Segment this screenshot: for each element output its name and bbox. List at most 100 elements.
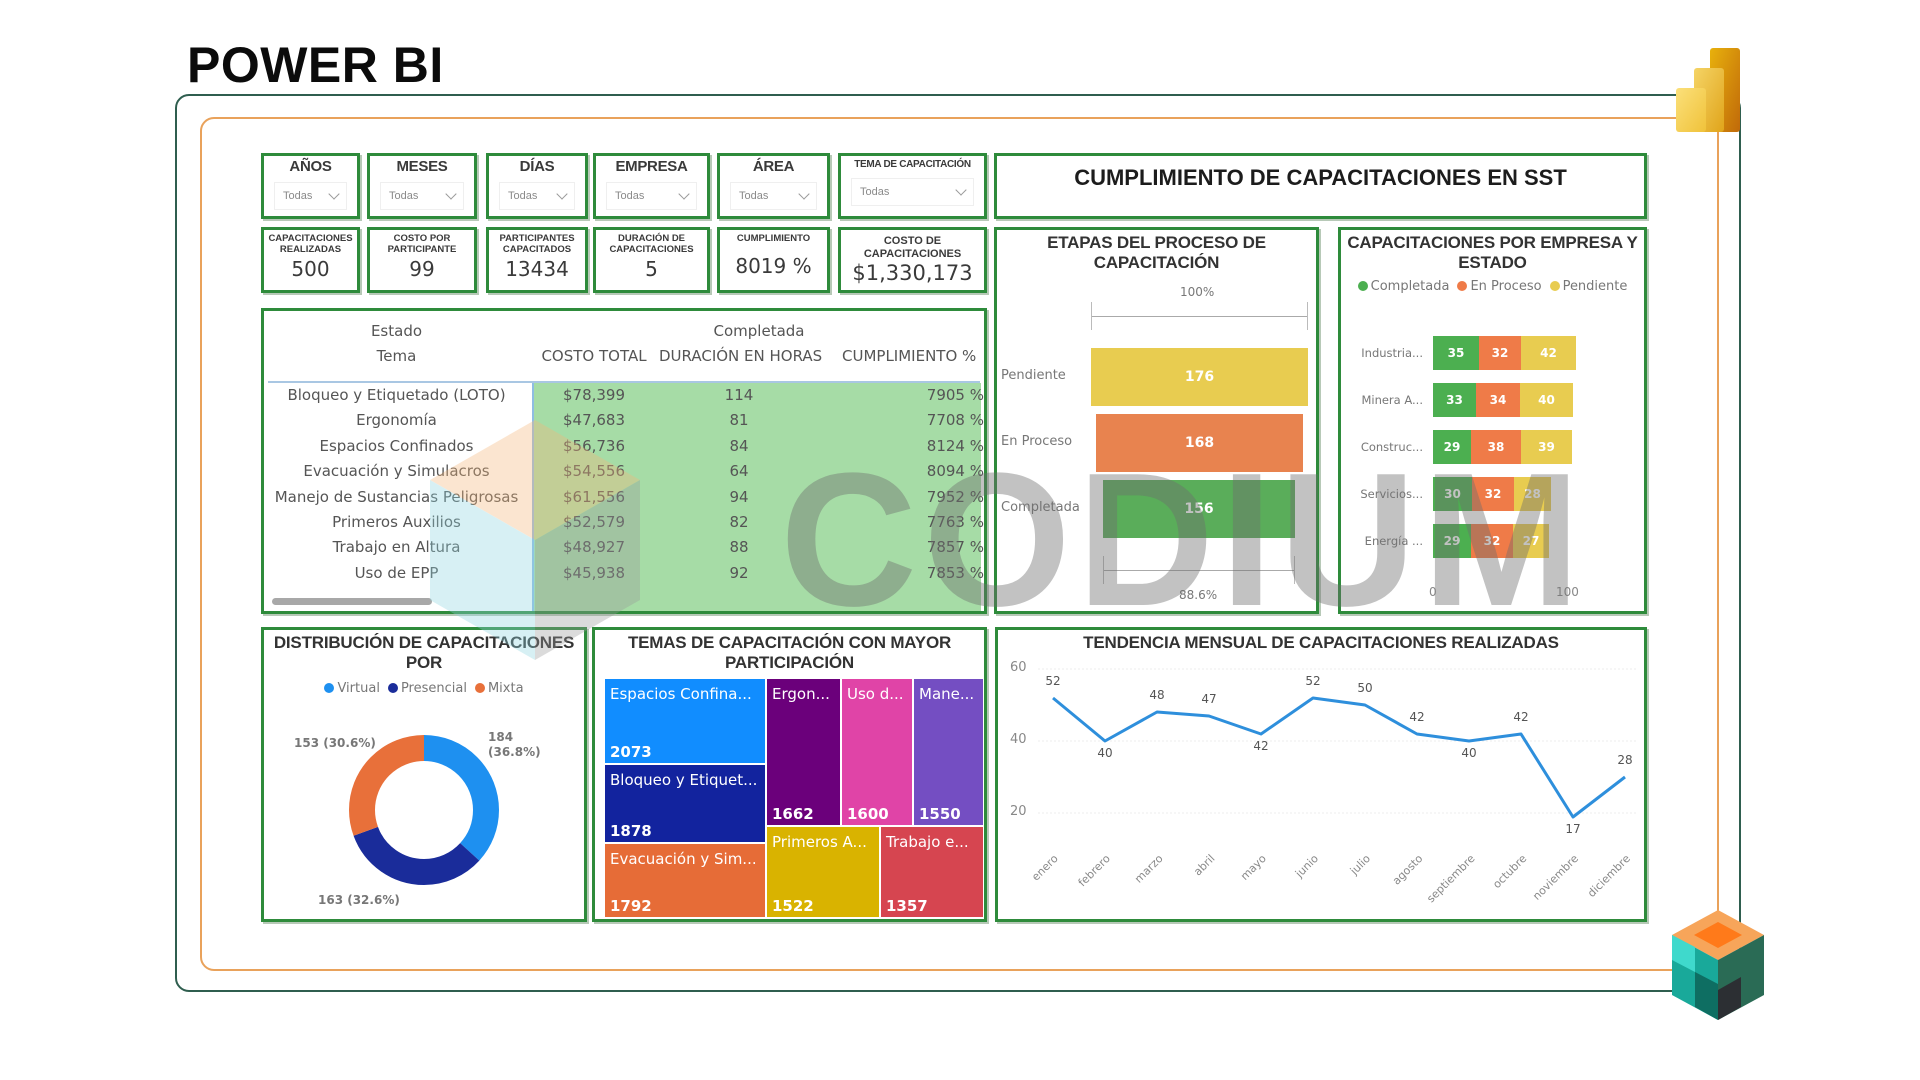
table-row[interactable]: Bloqueo y Etiquetado (LOTO) $78,399 114 790…	[264, 383, 984, 408]
bar-row[interactable]: Construc... 29 38 39	[1341, 430, 1644, 464]
bar-row[interactable]: Industria... 35 32 42	[1341, 336, 1644, 370]
segment-en-proceso: 32	[1479, 336, 1521, 370]
stacked-bar[interactable]: 35 32 42	[1433, 336, 1576, 370]
donut-label-presencial: 163 (32.6%)	[318, 893, 400, 907]
bar-row[interactable]: Energía ... 29 32 27	[1341, 524, 1644, 558]
funnel-bar-completada[interactable]: 156	[1103, 480, 1295, 538]
chart-title: ETAPAS DEL PROCESO DE CAPACITACIÓN	[1047, 233, 1266, 272]
funnel-bar-en-proceso[interactable]: 168	[1096, 414, 1303, 472]
cell-duracion: 64	[729, 462, 749, 481]
donut[interactable]	[344, 730, 504, 890]
cell-duracion: 92	[729, 563, 749, 582]
filter-label: DÍAS	[519, 158, 555, 175]
treemap-cell[interactable]: Evacuación y Sim... 1792	[604, 843, 766, 918]
chevron-down-icon	[678, 188, 690, 200]
kpi-value: 13434	[505, 257, 569, 281]
legend-completada[interactable]: Completada	[1357, 279, 1449, 294]
table-row[interactable]: Evacuación y Simulacros $54,556 64 8094 %	[264, 459, 984, 484]
cell-costo: $61,556	[562, 487, 626, 506]
filter-tema[interactable]: TEMA DE CAPACITACIÓN Todas	[838, 153, 987, 219]
bar-row[interactable]: Servicios... 30 32 28	[1341, 477, 1644, 511]
cell-cumplimiento: 7905 %	[926, 386, 984, 404]
stacked-bar[interactable]: 29 32 27	[1433, 524, 1549, 558]
filter-dropdown-area[interactable]: Todas	[730, 182, 817, 210]
cell-cumplimiento: 7763 %	[926, 512, 984, 531]
data-label: 48	[1149, 688, 1165, 702]
funnel-top-pct: 100%	[1180, 285, 1215, 299]
treemap-cell[interactable]: Espacios Confina... 2073	[604, 678, 766, 764]
chart-title: CAPACITACIONES POR EMPRESA Y ESTADO	[1347, 233, 1638, 272]
y-axis-tick: 20	[1010, 804, 1027, 819]
horizontal-scrollbar[interactable]	[272, 598, 432, 605]
donut-slice-presencial[interactable]	[349, 735, 499, 885]
cell-value: 1600	[847, 805, 889, 823]
filter-empresa[interactable]: EMPRESA Todas	[593, 153, 710, 219]
cell-tema: Espacios Confinados	[319, 436, 474, 455]
chart-title: DISTRIBUCIÓN DE CAPACITACIONES POR	[273, 633, 575, 672]
bar-category-label: Minera A...	[1361, 393, 1423, 407]
header-costo-total[interactable]: COSTO TOTAL	[541, 347, 647, 365]
cell-cumplimiento: 8094 %	[926, 462, 984, 481]
x-axis-tick: 100	[1556, 585, 1579, 599]
kpi-label: PARTICIPANTES CAPACITADOS	[499, 233, 575, 255]
stacked-bar[interactable]: 29 38 39	[1433, 430, 1572, 464]
table-row[interactable]: Primeros Auxilios $52,579 82 7763 %	[264, 510, 984, 535]
filter-area[interactable]: ÁREA Todas	[717, 153, 830, 219]
chart-title: TEMAS DE CAPACITACIÓN CON MAYOR PARTICIP…	[627, 633, 952, 672]
filter-dropdown-dias[interactable]: Todas	[499, 182, 575, 210]
chevron-down-icon	[955, 184, 967, 196]
stacked-bar[interactable]: 30 32 28	[1433, 477, 1551, 511]
treemap-cell[interactable]: Ergon... 1662	[766, 678, 841, 826]
header-divider	[268, 381, 980, 383]
table-row[interactable]: Uso de EPP $45,938 92 7853 %	[264, 561, 984, 586]
page-title: POWER BI	[187, 37, 444, 93]
donut-slice-mixta[interactable]	[349, 735, 499, 885]
segment-en-proceso: 32	[1471, 524, 1513, 558]
bar-row[interactable]: Minera A... 33 34 40	[1341, 383, 1644, 417]
cell-name: Espacios Confina...	[610, 685, 752, 703]
table-row[interactable]: Trabajo en Altura $48,927 88 7857 %	[264, 535, 984, 560]
kpi-value: 5	[645, 257, 658, 281]
header-tema[interactable]: Tema	[376, 347, 417, 365]
filter-dias[interactable]: DÍAS Todas	[486, 153, 588, 219]
treemap-cell[interactable]: Trabajo e... 1357	[880, 826, 984, 918]
filter-dropdown-tema[interactable]: Todas	[851, 178, 974, 206]
matrix-body: Bloqueo y Etiquetado (LOTO) $78,399 114 790…	[264, 383, 984, 586]
filter-dropdown-anos[interactable]: Todas	[274, 182, 347, 210]
filter-label: MESES	[396, 158, 448, 175]
filter-meses[interactable]: MESES Todas	[367, 153, 477, 219]
cell-duracion: 84	[729, 436, 749, 455]
cell-value: 1357	[886, 897, 928, 915]
stacked-bar[interactable]: 33 34 40	[1433, 383, 1573, 417]
legend-mixta[interactable]: Mixta	[474, 681, 524, 696]
cell-cumplimiento: 7708 %	[926, 411, 984, 430]
segment-completada: 29	[1433, 524, 1471, 558]
dropdown-value: Todas	[739, 190, 769, 202]
temas-treemap-chart: TEMAS DE CAPACITACIÓN CON MAYOR PARTICIP…	[592, 627, 987, 922]
y-axis-tick: 40	[1010, 732, 1027, 747]
header-cumplimiento[interactable]: CUMPLIMIENTO %	[842, 347, 977, 365]
kpi-costo-capacitaciones: COSTO DE CAPACITACIONES $1,330,173	[838, 227, 987, 293]
filter-dropdown-empresa[interactable]: Todas	[606, 182, 697, 210]
kpi-label: COSTO POR PARTICIPANTE	[387, 233, 457, 255]
treemap-cell[interactable]: Mane... 1550	[913, 678, 984, 826]
legend-presencial[interactable]: Presencial	[387, 681, 467, 696]
table-row[interactable]: Manejo de Sustancias Peligrosas $61,556 94…	[264, 485, 984, 510]
legend-virtual[interactable]: Virtual	[324, 681, 380, 696]
funnel-bar-pendiente[interactable]: 176	[1091, 348, 1308, 406]
data-label: 42	[1513, 710, 1529, 724]
filter-dropdown-meses[interactable]: Todas	[380, 182, 464, 210]
filter-anos[interactable]: AÑOS Todas	[261, 153, 360, 219]
table-row[interactable]: Espacios Confinados $56,736 84 8124 %	[264, 434, 985, 459]
line-plot[interactable]	[998, 630, 1650, 925]
cell-costo: $52,579	[562, 512, 626, 531]
header-duracion[interactable]: DURACIÓN EN HORAS	[659, 347, 823, 365]
segment-pendiente: 39	[1521, 430, 1572, 464]
legend-pendiente[interactable]: Pendiente	[1549, 279, 1627, 294]
treemap-cell[interactable]: Bloqueo y Etiquet... 1878	[604, 764, 766, 843]
legend-en-proceso[interactable]: En Proceso	[1457, 279, 1542, 294]
treemap-cell[interactable]: Primeros A... 1522	[766, 826, 880, 918]
treemap-cell[interactable]: Uso d... 1600	[841, 678, 913, 826]
table-row[interactable]: Ergonomía $47,683 81 7708 %	[264, 408, 984, 433]
bar-category-label: Energía ...	[1364, 534, 1423, 548]
